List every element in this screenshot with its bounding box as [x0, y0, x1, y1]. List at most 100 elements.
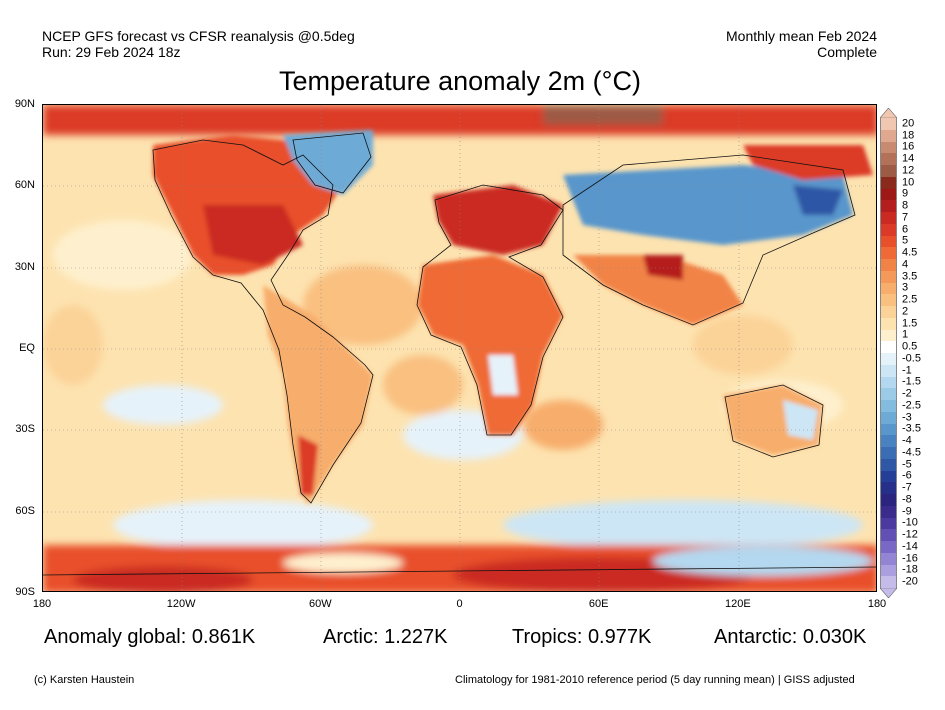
map-title: Temperature anomaly 2m (°C) [279, 66, 641, 96]
colorbar-swatch [880, 235, 897, 248]
colorbar-label: -14 [902, 540, 918, 553]
colorbar-swatch [880, 188, 897, 201]
colorbar-label: 1 [902, 328, 909, 341]
colorbar-label: 20 [902, 117, 915, 130]
colorbar-label: -2 [902, 387, 912, 400]
lon-tick-0: 180 [32, 598, 52, 610]
colorbar-swatch [880, 411, 897, 424]
period-label: Monthly mean Feb 2024 [726, 28, 877, 44]
anomaly-map [42, 104, 877, 592]
anomaly-field [43, 105, 876, 591]
colorbar-swatch [880, 259, 897, 272]
colorbar-label: -4.5 [902, 446, 921, 459]
colorbar-label: -1.5 [902, 375, 921, 388]
colorbar-label: 12 [902, 164, 915, 177]
colorbar-top-arrow [880, 108, 897, 118]
colorbar-label: 3 [902, 281, 909, 294]
colorbar-label: -18 [902, 563, 918, 576]
continents [153, 130, 873, 505]
credit-text: (c) Karsten Haustein [34, 674, 135, 686]
colorbar-swatch [880, 470, 897, 483]
tropics-anomaly: Tropics: 0.977K [512, 626, 652, 648]
colorbar-swatch [880, 447, 897, 460]
colorbar-label: 9 [902, 187, 909, 200]
colorbar-swatch [880, 552, 897, 565]
map-canvas [43, 105, 876, 591]
lon-tick-4: 60E [588, 598, 609, 610]
colorbar-label: 3.5 [902, 270, 918, 283]
colorbar-label: -0.5 [902, 352, 921, 365]
colorbar-swatch [880, 564, 897, 577]
colorbar-label: 1.5 [902, 317, 918, 330]
lon-tick-3: 0 [456, 598, 463, 610]
colorbar-label: -20 [902, 575, 918, 588]
colorbar-swatch [880, 388, 897, 401]
colorbar-swatch [880, 517, 897, 530]
lat-tick-eq: EQ [19, 342, 35, 354]
colorbar-swatch [880, 435, 897, 448]
colorbar-label: 2 [902, 305, 909, 318]
colorbar-swatch [880, 400, 897, 413]
model-label: NCEP GFS forecast vs CFSR reanalysis @0.… [42, 28, 355, 44]
lat-tick-90n: 90N [14, 98, 35, 110]
colorbar-swatch [880, 423, 897, 436]
colorbar-label: -4 [902, 434, 912, 447]
colorbar-label: -5 [902, 458, 912, 471]
lon-tick-5: 120E [724, 598, 751, 610]
colorbar-swatch [880, 329, 897, 342]
colorbar-swatch [880, 353, 897, 366]
colorbar-swatch [880, 165, 897, 178]
colorbar-label: -12 [902, 528, 918, 541]
colorbar-swatch [880, 176, 897, 189]
colorbar-label: -3.5 [902, 422, 921, 435]
colorbar-swatch [880, 306, 897, 319]
colorbar-swatch [880, 153, 897, 166]
period-info: Monthly mean Feb 2024 Complete [726, 28, 877, 60]
colorbar-swatch [880, 376, 897, 389]
colorbar-swatch [880, 118, 897, 131]
colorbar-swatch [880, 341, 897, 354]
colorbar-swatch [880, 529, 897, 542]
colorbar-swatch [880, 141, 897, 154]
colorbar-swatch [880, 494, 897, 507]
lon-tick-6: 180 [867, 598, 887, 610]
color-legend: 20 18 16 14 12 10 9 8 7 6 5 4.5 4 3.5 3 2.5 2 1.5 1 0.5 -0.5… [880, 108, 940, 598]
colorbar-label: -1 [902, 364, 912, 377]
graticule [43, 105, 876, 591]
colorbar-label: 7 [902, 211, 909, 224]
colorbar-swatch [880, 482, 897, 495]
lat-tick-60s: 60S [15, 504, 35, 517]
colorbar-label: 8 [902, 199, 909, 212]
arctic-anomaly: Arctic: 1.227K [323, 626, 448, 648]
colorbar-label: -16 [902, 552, 918, 565]
colorbar-swatch [880, 247, 897, 260]
climatology-note: Climatology for 1981-2010 reference peri… [455, 674, 855, 686]
colorbar-swatch [880, 270, 897, 283]
colorbar-swatch [880, 223, 897, 236]
colorbar-swatch [880, 458, 897, 471]
colorbar-label: 18 [902, 129, 915, 142]
colorbar-label: -7 [902, 481, 912, 494]
colorbar-label: 2.5 [902, 293, 918, 306]
colorbar-swatch [880, 505, 897, 518]
colorbar-label: -2.5 [902, 399, 921, 412]
colorbar-label: 6 [902, 223, 909, 236]
run-label: Run: 29 Feb 2024 18z [42, 44, 181, 60]
lat-tick-30s: 30S [15, 423, 35, 436]
colorbar-label: 14 [902, 152, 915, 165]
colorbar-swatch [880, 212, 897, 225]
lat-tick-90s: 90S [15, 586, 35, 598]
colorbar-label: 10 [902, 176, 915, 189]
colorbar-label: -8 [902, 493, 912, 506]
lon-tick-2: 60W [309, 598, 332, 610]
antarctic-anomaly: Antarctic: 0.030K [714, 626, 867, 648]
colorbar-label: 0.5 [902, 340, 918, 353]
lon-tick-1: 120W [166, 598, 196, 610]
colorbar-swatch [880, 576, 897, 589]
lat-tick-60n: 60N [14, 179, 35, 192]
colorbar-label: 4.5 [902, 246, 918, 259]
run-info: NCEP GFS forecast vs CFSR reanalysis @0.… [42, 28, 355, 60]
colorbar-swatch [880, 317, 897, 330]
colorbar-swatch [880, 200, 897, 213]
colorbar-label: -9 [902, 505, 912, 518]
